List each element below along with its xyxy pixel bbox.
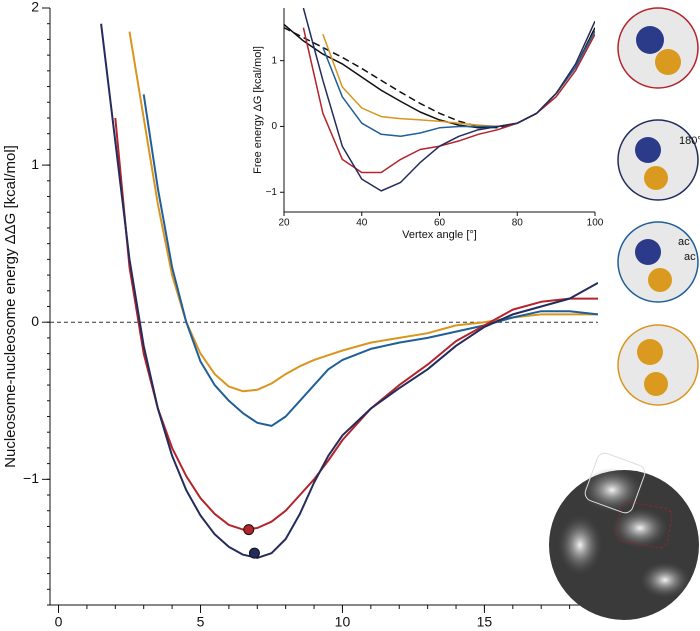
- x-axis-label: Vertex angle [°]: [402, 229, 477, 241]
- icon-nucleosome: [635, 239, 661, 265]
- minimum-point: [243, 524, 255, 536]
- icon-nucleosome: [637, 339, 663, 365]
- x-tick-label: 5: [197, 614, 205, 630]
- x-tick-label: 80: [512, 218, 524, 229]
- y-axis-label: Nucleosome-nucleosome energy ΔΔG [kcal/m…: [2, 145, 19, 468]
- x-tick-label: 20: [278, 218, 290, 229]
- icon-cut: [617, 324, 699, 406]
- icon-label: ac: [684, 251, 696, 263]
- micrograph-blob: [612, 508, 668, 548]
- micrograph-blob: [582, 468, 642, 512]
- icon-nucleosome: [648, 268, 672, 292]
- y-tick-label: 2: [31, 0, 39, 15]
- micrograph-box: [584, 452, 646, 514]
- y-tick-label: 1: [31, 156, 39, 172]
- micrograph-box: [615, 501, 673, 549]
- y-tick-label: 0: [31, 313, 39, 329]
- icon-rotated: [617, 119, 699, 201]
- plot-area: [50, 23, 598, 559]
- icon-nucleosome: [644, 372, 668, 396]
- micrograph-blob: [640, 562, 690, 598]
- plot-area: [284, 8, 595, 192]
- icon-label: 180°: [679, 135, 700, 147]
- series-line: [100, 23, 598, 559]
- icon-nucleosome: [655, 49, 681, 75]
- minimum-point: [248, 547, 260, 559]
- x-tick-label: 0: [55, 614, 63, 630]
- series-line: [302, 8, 595, 192]
- y-axis-label: Free energy ΔG [kcal/mol]: [252, 46, 264, 174]
- x-tick-label: 10: [335, 614, 351, 630]
- icon-nucleosome: [635, 137, 661, 163]
- icon-nucleosome: [636, 26, 664, 54]
- y-tick-label: 1: [271, 55, 277, 66]
- icons: 180° ac ac: [549, 7, 700, 620]
- x-tick-label: 15: [477, 614, 493, 630]
- series-line: [114, 117, 598, 531]
- x-tick-label: 40: [356, 218, 368, 229]
- y-tick-label: −1: [23, 470, 39, 486]
- x-tick-label: 60: [434, 218, 446, 229]
- inset-plot: 20 40 60 80 100 1 0 −1 Vertex angle [°] Free ener…: [252, 8, 604, 241]
- icon-label: ac: [678, 236, 690, 248]
- x-tick-label: 100: [587, 218, 604, 229]
- y-tick-label: −1: [266, 187, 278, 198]
- micrograph-blob: [558, 515, 602, 575]
- series-line: [302, 27, 595, 174]
- icon-acetylated: [617, 221, 699, 303]
- icon-nucleosome: [644, 166, 668, 190]
- y-tick-label: 0: [271, 121, 277, 132]
